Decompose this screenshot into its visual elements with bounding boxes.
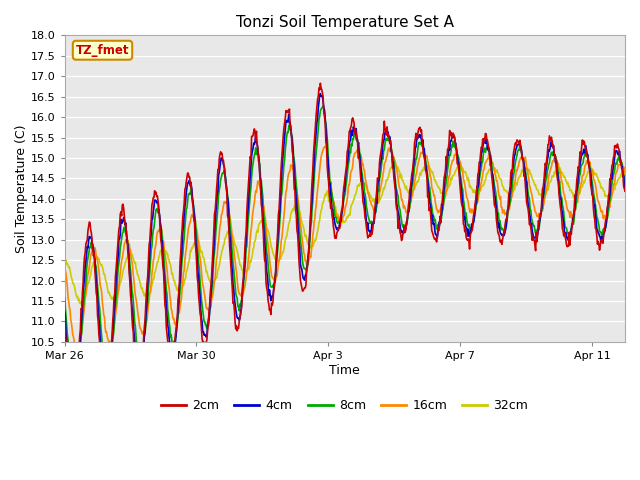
- Text: TZ_fmet: TZ_fmet: [76, 44, 129, 57]
- Y-axis label: Soil Temperature (C): Soil Temperature (C): [15, 124, 28, 253]
- Title: Tonzi Soil Temperature Set A: Tonzi Soil Temperature Set A: [236, 15, 454, 30]
- Legend: 2cm, 4cm, 8cm, 16cm, 32cm: 2cm, 4cm, 8cm, 16cm, 32cm: [156, 394, 533, 417]
- X-axis label: Time: Time: [330, 364, 360, 377]
